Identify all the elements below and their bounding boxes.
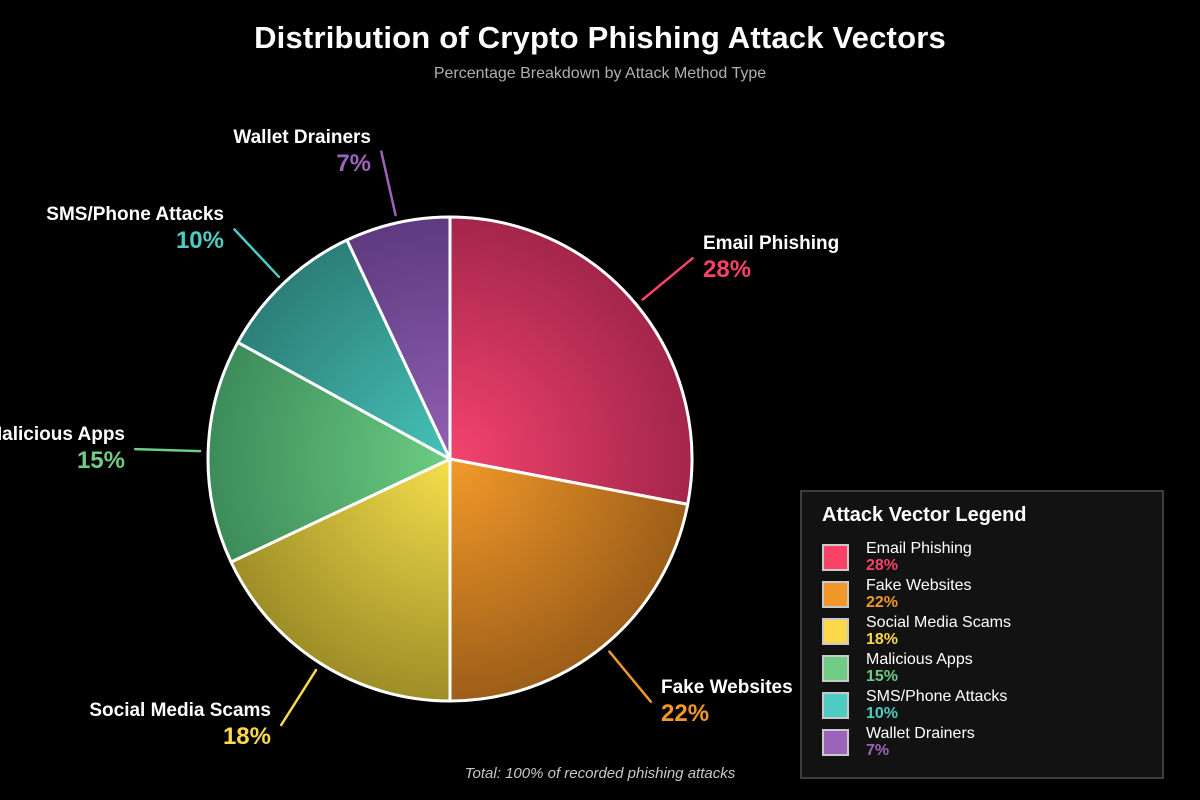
leader-line-malicious-apps — [133, 447, 202, 453]
slice-label-email-phishing: Email Phishing 28% — [703, 233, 839, 283]
legend-item-percent: 28% — [866, 557, 899, 574]
legend-item-text: Social Media Scams 18% — [866, 614, 1011, 648]
legend-box: Attack Vector Legend Email Phishing 28% Fa… — [800, 490, 1164, 779]
legend-item-text: Fake Websites 22% — [866, 577, 972, 611]
legend-swatch-email-phishing — [822, 543, 849, 571]
legend-swatch-malicious-apps — [822, 654, 849, 682]
slice-label-percent: 10% — [175, 226, 224, 254]
pie-slice-wallet-drainers — [345, 215, 452, 461]
pie-slice-social-media-scams — [229, 457, 452, 703]
chart-title: Distribution of Crypto Phishing Attack V… — [254, 20, 946, 55]
legend-items: Email Phishing 28% Fake Websites 22% Social … — [822, 540, 1142, 759]
legend-item-malicious-apps: Malicious Apps 15% — [822, 651, 1142, 685]
leader-line-fake-websites — [608, 650, 653, 703]
slice-label-percent: 15% — [76, 446, 125, 474]
legend-swatch-sms-phone-attacks — [822, 691, 849, 719]
legend-title: Attack Vector Legend — [822, 504, 1027, 526]
slice-label-name: Email Phishing — [703, 232, 840, 254]
slice-label-name: Fake Websites — [661, 676, 793, 698]
chart-subtitle: Percentage Breakdown by Attack Method Ty… — [433, 65, 767, 82]
chart-footer-note: Total: 100% of recorded phishing attacks — [464, 765, 736, 782]
pie-slice-malicious-apps — [206, 340, 452, 564]
legend-swatch-social-media-scams — [822, 617, 849, 645]
slice-label-name: SMS/Phone Attacks — [46, 203, 224, 225]
legend-item-label: Fake Websites — [866, 577, 972, 594]
slice-label-percent: 28% — [703, 255, 752, 283]
legend-item-percent: 10% — [866, 705, 899, 722]
slice-label-name: Malicious Apps — [0, 423, 125, 445]
legend-item-text: Email Phishing 28% — [866, 540, 972, 574]
legend-swatch-fake-websites — [822, 580, 849, 608]
slice-label-malicious-apps: Malicious Apps 15% — [0, 424, 125, 474]
legend-item-fake-websites: Fake Websites 22% — [822, 577, 1142, 611]
legend-item-label: SMS/Phone Attacks — [866, 688, 1008, 705]
slice-label-sms-phone-attacks: SMS/Phone Attacks 10% — [46, 204, 224, 254]
legend-item-wallet-drainers: Wallet Drainers 7% — [822, 725, 1142, 759]
pie-slice-fake-websites — [448, 457, 690, 703]
legend-item-social-media-scams: Social Media Scams 18% — [822, 614, 1142, 648]
legend-item-text: Malicious Apps 15% — [866, 651, 973, 685]
legend-item-percent: 18% — [866, 631, 899, 648]
leader-line-social-media-scams — [279, 668, 318, 727]
pie-slice-email-phishing — [448, 215, 694, 506]
legend-swatch-wallet-drainers — [822, 728, 849, 756]
legend-item-percent: 7% — [866, 742, 890, 759]
legend-item-label: Email Phishing — [866, 540, 972, 557]
legend-item-percent: 15% — [866, 668, 899, 685]
slice-label-fake-websites: Fake Websites 22% — [661, 677, 793, 727]
slice-label-wallet-drainers: Wallet Drainers 7% — [233, 127, 371, 177]
leader-line-sms-phone-attacks — [233, 228, 281, 279]
slice-label-name: Wallet Drainers — [233, 126, 371, 148]
legend-item-label: Wallet Drainers — [866, 725, 975, 742]
legend-item-text: Wallet Drainers 7% — [866, 725, 975, 759]
legend-item-percent: 22% — [866, 594, 899, 611]
slice-label-social-media-scams: Social Media Scams 18% — [89, 700, 271, 750]
legend-item-label: Social Media Scams — [866, 614, 1011, 631]
leader-line-email-phishing — [641, 256, 694, 301]
slice-label-name: Social Media Scams — [89, 699, 271, 721]
slice-label-percent: 7% — [336, 149, 371, 177]
legend-item-sms-phone-attacks: SMS/Phone Attacks 10% — [822, 688, 1142, 722]
slice-label-percent: 22% — [661, 699, 710, 727]
legend-item-email-phishing: Email Phishing 28% — [822, 540, 1142, 574]
pie-slice-sms-phone-attacks — [236, 238, 452, 461]
leader-line-wallet-drainers — [380, 150, 397, 217]
legend-item-label: Malicious Apps — [866, 651, 973, 668]
legend-item-text: SMS/Phone Attacks 10% — [866, 688, 1007, 722]
slice-label-percent: 18% — [222, 722, 271, 750]
